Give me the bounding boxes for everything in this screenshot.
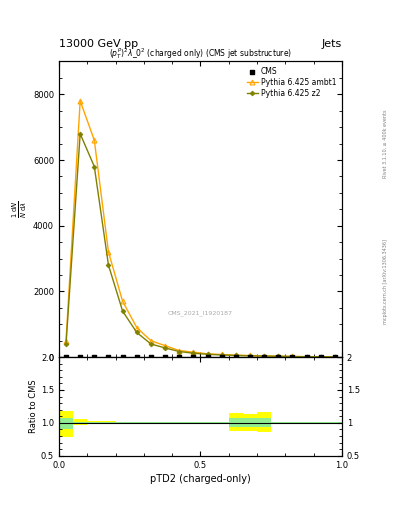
CMS xyxy=(77,353,83,361)
CMS xyxy=(261,353,267,361)
Pythia 6.425 ambt1 xyxy=(262,353,266,359)
Pythia 6.425 ambt1 xyxy=(120,298,125,304)
Pythia 6.425 z2 xyxy=(134,329,139,335)
Pythia 6.425 ambt1 xyxy=(149,337,153,344)
Pythia 6.425 z2 xyxy=(205,351,210,357)
CMS xyxy=(219,353,225,361)
CMS xyxy=(318,353,324,361)
CMS xyxy=(176,353,182,361)
Pythia 6.425 z2 xyxy=(92,163,97,169)
CMS xyxy=(332,353,338,361)
CMS xyxy=(162,353,168,361)
X-axis label: pTD2 (charged-only): pTD2 (charged-only) xyxy=(150,474,251,484)
Pythia 6.425 ambt1 xyxy=(233,352,238,358)
Pythia 6.425 ambt1 xyxy=(134,325,139,331)
Pythia 6.425 ambt1 xyxy=(276,353,281,359)
Legend: CMS, Pythia 6.425 ambt1, Pythia 6.425 z2: CMS, Pythia 6.425 ambt1, Pythia 6.425 z2 xyxy=(245,65,338,99)
Pythia 6.425 z2 xyxy=(233,352,238,358)
Pythia 6.425 z2 xyxy=(318,354,323,360)
CMS xyxy=(275,353,281,361)
Text: 13000 GeV pp: 13000 GeV pp xyxy=(59,38,138,49)
Pythia 6.425 ambt1 xyxy=(78,98,83,104)
Pythia 6.425 z2 xyxy=(332,354,337,360)
Pythia 6.425 ambt1 xyxy=(248,352,252,358)
CMS xyxy=(233,353,239,361)
CMS xyxy=(63,353,69,361)
Line: Pythia 6.425 z2: Pythia 6.425 z2 xyxy=(64,132,336,358)
Pythia 6.425 ambt1 xyxy=(205,351,210,357)
CMS xyxy=(289,353,296,361)
Pythia 6.425 ambt1 xyxy=(304,354,309,360)
Text: CMS_2021_I1920187: CMS_2021_I1920187 xyxy=(168,310,233,315)
CMS xyxy=(119,353,126,361)
Pythia 6.425 z2 xyxy=(304,354,309,360)
CMS xyxy=(134,353,140,361)
Pythia 6.425 ambt1 xyxy=(163,343,167,349)
Line: Pythia 6.425 ambt1: Pythia 6.425 ambt1 xyxy=(64,98,337,359)
CMS xyxy=(303,353,310,361)
CMS xyxy=(91,353,97,361)
Pythia 6.425 ambt1 xyxy=(64,337,68,344)
Text: mcplots.cern.ch [arXiv:1306.3436]: mcplots.cern.ch [arXiv:1306.3436] xyxy=(383,239,387,324)
CMS xyxy=(105,353,112,361)
Y-axis label: $\frac{1}{N}\frac{\mathrm{d}N}{\mathrm{d}\lambda}$: $\frac{1}{N}\frac{\mathrm{d}N}{\mathrm{d… xyxy=(11,200,29,218)
Pythia 6.425 ambt1 xyxy=(318,354,323,360)
Pythia 6.425 z2 xyxy=(149,341,153,347)
Pythia 6.425 z2 xyxy=(262,353,266,359)
Text: Jets: Jets xyxy=(321,38,342,49)
CMS xyxy=(204,353,211,361)
Pythia 6.425 z2 xyxy=(78,131,83,137)
CMS xyxy=(190,353,196,361)
Title: $(p_T^p)^2\lambda\_0^2$ (charged only) (CMS jet substructure): $(p_T^p)^2\lambda\_0^2$ (charged only) (… xyxy=(109,47,292,61)
Pythia 6.425 z2 xyxy=(177,349,182,355)
Pythia 6.425 ambt1 xyxy=(290,353,295,359)
Pythia 6.425 z2 xyxy=(64,341,68,347)
Pythia 6.425 ambt1 xyxy=(92,137,97,143)
Pythia 6.425 z2 xyxy=(276,353,281,359)
Text: Rivet 3.1.10, ≥ 400k events: Rivet 3.1.10, ≥ 400k events xyxy=(383,109,387,178)
Pythia 6.425 z2 xyxy=(219,352,224,358)
Pythia 6.425 z2 xyxy=(290,353,295,359)
Pythia 6.425 ambt1 xyxy=(106,249,111,255)
Pythia 6.425 ambt1 xyxy=(177,348,182,354)
Y-axis label: Ratio to CMS: Ratio to CMS xyxy=(29,379,38,433)
Pythia 6.425 ambt1 xyxy=(332,354,337,360)
Pythia 6.425 z2 xyxy=(191,350,196,356)
CMS xyxy=(247,353,253,361)
Pythia 6.425 z2 xyxy=(163,345,167,351)
Pythia 6.425 ambt1 xyxy=(219,351,224,357)
Pythia 6.425 ambt1 xyxy=(191,349,196,355)
Pythia 6.425 z2 xyxy=(106,262,111,268)
CMS xyxy=(148,353,154,361)
Pythia 6.425 z2 xyxy=(120,308,125,314)
Pythia 6.425 z2 xyxy=(248,353,252,359)
